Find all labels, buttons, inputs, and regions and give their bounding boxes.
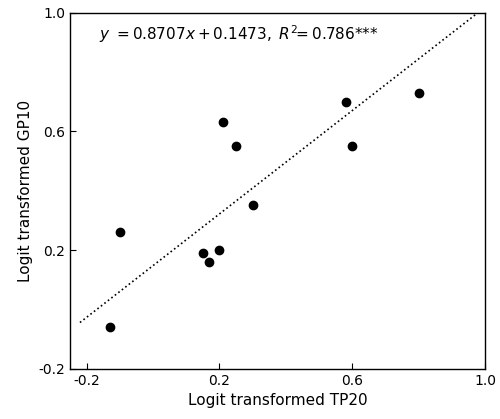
Point bbox=[218, 119, 226, 126]
Point bbox=[206, 259, 214, 265]
Point bbox=[116, 229, 124, 235]
Point bbox=[232, 143, 240, 150]
Point bbox=[248, 202, 256, 209]
X-axis label: Logit transformed TP20: Logit transformed TP20 bbox=[188, 393, 368, 408]
Point bbox=[342, 98, 349, 105]
Point bbox=[348, 143, 356, 150]
Point bbox=[414, 89, 422, 96]
Point bbox=[199, 250, 207, 256]
Y-axis label: Logit transformed GP10: Logit transformed GP10 bbox=[18, 100, 33, 282]
Point bbox=[216, 247, 224, 253]
Point bbox=[106, 324, 114, 331]
Text: $y\ =0.8707x+0.1473,\ R^{2}\!\!=0.786$***: $y\ =0.8707x+0.1473,\ R^{2}\!\!=0.786$**… bbox=[99, 23, 378, 45]
